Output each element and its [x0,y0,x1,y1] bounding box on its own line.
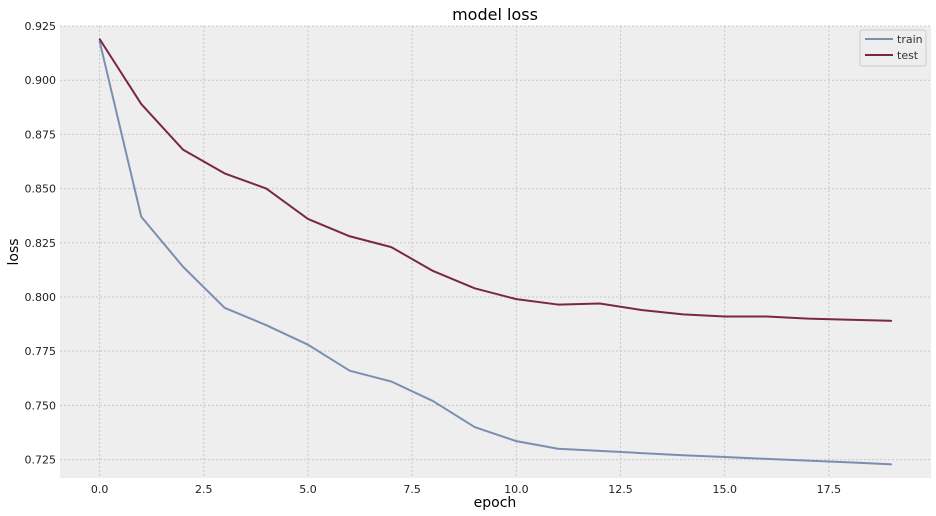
data-point-test [890,320,893,322]
data-point-test [557,303,559,306]
data-point-test [390,246,393,248]
y-axis-label: loss [6,238,22,265]
data-point-test [182,148,184,151]
data-point-test [765,315,768,318]
x-tick-label: 15.0 [712,483,737,496]
data-point-test [598,302,601,305]
data-point-test [640,309,643,311]
data-point-test [848,318,851,321]
y-tick-label: 0.875 [25,128,57,141]
y-tick-label: 0.825 [25,237,57,250]
data-point-train [473,426,476,428]
x-tick-label: 7.5 [403,483,421,496]
y-tick-label: 0.775 [25,345,57,358]
data-point-test [348,235,351,238]
x-tick-label: 17.5 [817,483,842,496]
plot-area [60,26,931,478]
data-point-train [307,343,309,346]
data-point-train [390,380,393,383]
data-point-test [473,287,476,290]
x-tick-label: 2.5 [195,483,213,496]
series-line-train [98,40,892,466]
y-tick-label: 0.750 [25,399,57,412]
y-tick-label: 0.900 [25,74,57,87]
data-point-test [432,270,434,272]
data-point-train [182,265,184,268]
data-point-test [515,298,518,300]
data-point-train [807,459,809,462]
x-tick-label: 5.0 [299,483,317,496]
x-tick-label: 0.0 [91,483,109,496]
grid [60,25,931,478]
data-point-test [723,315,726,318]
data-point-test [265,187,268,190]
x-axis-label: epoch [474,495,517,511]
x-tick-label: 12.5 [608,483,633,496]
data-point-train [223,307,226,309]
data-point-train [598,450,601,452]
data-point-test [307,218,309,220]
y-tick-label: 0.800 [25,291,57,304]
data-point-train [765,458,768,460]
data-point-test [223,172,226,175]
data-point-train [723,456,726,458]
legend-label-test: test [897,49,919,62]
chart-title: model loss [452,5,538,24]
series-line-test [98,38,892,322]
series-lines [98,38,893,466]
y-tick-label: 0.850 [25,183,57,196]
data-point-train [515,440,518,442]
data-point-train [848,461,851,464]
x-tick-labels: 0.0 2.5 5.0 7.5 10.0 12.5 15.0 17.5 [91,483,841,496]
legend-label-train: train [897,33,923,46]
data-point-train [348,369,351,372]
data-point-train [682,454,684,457]
data-point-train [140,215,143,218]
data-point-train [432,400,434,402]
legend: train test [859,29,927,67]
data-point-test [807,317,809,320]
data-point-test [140,103,143,105]
data-point-train [640,452,643,454]
data-point-train [557,447,559,450]
data-point-train [265,324,268,326]
data-point-test [682,313,684,316]
y-tick-label: 0.925 [25,20,57,33]
y-tick-label: 0.725 [25,454,57,467]
data-point-train [890,463,893,466]
y-tick-labels: 0.725 0.750 0.775 0.800 0.825 0.850 0.875 0.900… [25,20,57,467]
x-tick-label: 10.0 [504,483,529,496]
data-point-test [98,38,101,40]
